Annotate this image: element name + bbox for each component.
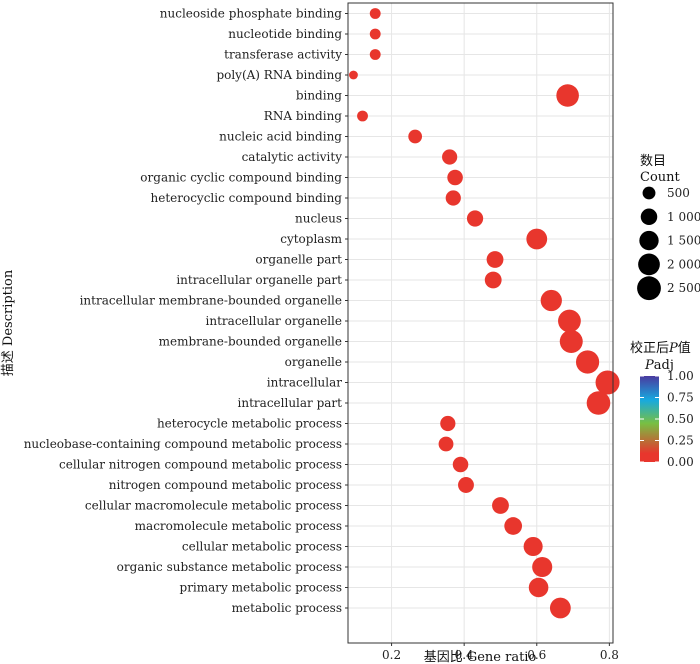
y-tick-label: membrane-bounded organelle (159, 335, 342, 349)
data-point (447, 169, 463, 186)
data-points (349, 8, 620, 619)
padj-legend: 校正后P值 Padj 1.00 0.75 0.50 0.25 0.00 (630, 340, 694, 469)
count-legend-circle (640, 208, 658, 226)
data-point (492, 497, 509, 514)
data-point (528, 577, 549, 598)
data-point (523, 536, 543, 557)
data-point (369, 8, 381, 19)
data-point (559, 330, 583, 353)
data-point (466, 210, 484, 227)
data-point (575, 350, 600, 374)
padj-tick-label: 0.50 (667, 412, 694, 426)
count-legend-label: 2 500 (667, 281, 700, 295)
x-tick-label: 0.6 (527, 648, 546, 662)
y-tick-label: nitrogen compound metabolic process (109, 478, 342, 492)
data-point (556, 84, 579, 107)
y-tick-label: heterocyclic compound binding (150, 191, 342, 205)
y-tick-label: RNA binding (264, 109, 343, 123)
count-legend-label: 500 (667, 186, 690, 200)
y-tick-label: organelle part (255, 253, 342, 267)
data-point (540, 289, 562, 312)
padj-colorbar-ticks: 1.00 0.75 0.50 0.25 0.00 (640, 369, 694, 469)
count-legend-label: 1 000 (667, 210, 700, 224)
count-legend-title: Count (640, 170, 681, 185)
data-point (526, 228, 548, 250)
y-tick-label: organic cyclic compound binding (140, 171, 342, 185)
padj-tick-label: 0.00 (667, 455, 694, 469)
y-tick-label: catalytic activity (242, 150, 343, 164)
count-legend-circle (642, 186, 656, 200)
data-point (558, 309, 581, 333)
data-point (440, 415, 456, 432)
padj-colorbar (640, 376, 659, 462)
y-axis-title: 描述 Description (1, 269, 16, 376)
count-legend-circle (638, 253, 660, 276)
y-tick-label: transferase activity (224, 48, 342, 62)
y-tick-label: primary metabolic process (180, 581, 342, 595)
padj-tick-label: 1.00 (667, 369, 694, 383)
y-tick-label: nucleic acid binding (219, 130, 342, 144)
count-legend-label: 2 000 (667, 257, 700, 271)
data-point (595, 370, 620, 395)
plot-border (347, 2, 614, 644)
data-point (357, 110, 368, 122)
y-tick-label: nucleoside phosphate binding (160, 7, 343, 21)
y-tick-label: macromolecule metabolic process (135, 519, 342, 533)
y-tick-label: nucleotide binding (228, 27, 342, 41)
y-tick-label: cellular macromolecule metabolic process (85, 499, 342, 513)
y-tick-label: intracellular part (238, 396, 343, 410)
padj-tick-label: 0.25 (667, 434, 694, 448)
y-tick-label: nucleobase-containing compound metabolic… (24, 437, 342, 451)
padj-tick-label: 0.75 (667, 391, 694, 405)
y-tick-label: intracellular organelle part (176, 273, 342, 287)
padj-legend-title: 校正后P值 (630, 340, 691, 356)
y-tick-labels: nucleoside phosphate binding nucleotide b… (24, 7, 348, 615)
data-point (442, 149, 458, 165)
y-tick-label: cytoplasm (280, 232, 342, 246)
data-point (458, 477, 474, 493)
y-tick-label: intracellular membrane-bounded organelle (80, 294, 342, 308)
x-axis-title: 基因比 Gene ratio (424, 650, 537, 664)
data-point (504, 517, 523, 535)
x-tick-label: 0.4 (455, 648, 474, 662)
count-legend-items: 500 1 000 1 500 2 000 2 500 (637, 186, 700, 301)
count-legend-title-cn: 数目 (640, 154, 666, 169)
data-point (349, 70, 358, 80)
y-tick-label: intracellular (267, 376, 342, 390)
data-point (532, 556, 553, 578)
y-tick-label: metabolic process (232, 601, 342, 615)
y-tick-label: organic substance metabolic process (117, 560, 342, 574)
data-point (452, 456, 469, 473)
y-tick-label: organelle (285, 355, 342, 369)
y-tick-label: poly(A) RNA binding (216, 68, 342, 82)
y-tick-label: binding (296, 89, 342, 103)
x-tick-label: 0.8 (600, 648, 619, 662)
count-legend-label: 1 500 (667, 234, 700, 248)
y-tick-label: intracellular organelle (206, 314, 342, 328)
data-point (486, 251, 504, 268)
count-legend-circle (639, 230, 659, 251)
data-point (445, 190, 461, 206)
data-point (369, 49, 381, 60)
count-legend: 数目 Count 500 1 000 1 500 2 000 2 500 (637, 154, 700, 301)
count-legend-circle (637, 276, 661, 301)
data-point (408, 129, 423, 144)
data-point (586, 391, 611, 415)
data-point (549, 597, 571, 619)
data-point (369, 28, 381, 40)
y-tick-label: heterocycle metabolic process (157, 417, 342, 431)
y-tick-label: nucleus (295, 212, 342, 226)
x-tick-labels: 0.2 0.4 0.6 0.8 (382, 643, 619, 662)
padj-legend-subtitle: Padj (644, 358, 674, 373)
x-tick-label: 0.2 (382, 648, 401, 662)
y-tick-label: cellular nitrogen compound metabolic pro… (59, 458, 342, 472)
data-point (484, 271, 502, 289)
y-tick-label: cellular metabolic process (182, 540, 342, 554)
data-point (438, 436, 454, 452)
